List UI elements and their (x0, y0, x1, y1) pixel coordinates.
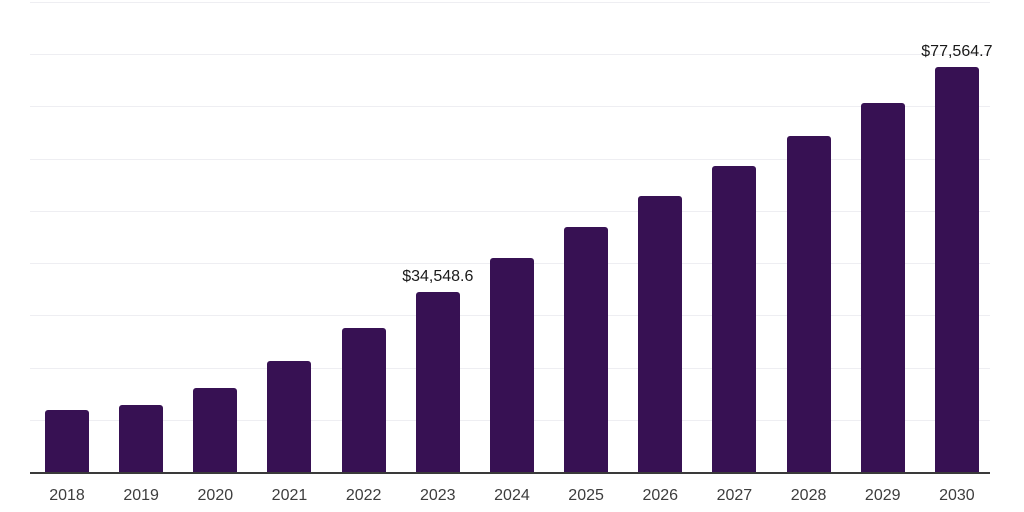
bar-2030: $77,564.7 (921, 43, 992, 472)
bar-2024 (489, 258, 534, 472)
bar-column-2027 (712, 2, 757, 472)
bar-column-2028 (786, 2, 831, 472)
bar-2025 (564, 226, 609, 472)
x-axis-label-2030: 2030 (939, 487, 975, 504)
x-axis-label-2024: 2024 (494, 487, 530, 504)
bar-2022 (341, 328, 386, 472)
gridline (30, 54, 990, 56)
x-axis-label-2028: 2028 (790, 487, 827, 504)
x-axis-label-2029: 2029 (864, 487, 901, 504)
bar-column-2023: $34,548.6 (402, 2, 473, 472)
x-axis-label-2026: 2026 (642, 487, 679, 504)
bar-column-2030: $77,564.7 (921, 2, 992, 472)
x-axis-label-2025: 2025 (568, 487, 604, 504)
bar-2026 (638, 196, 683, 472)
bar-2019 (119, 404, 164, 472)
x-axis-label-2021: 2021 (271, 487, 308, 504)
bar-2021 (267, 361, 312, 472)
plot-area: $34,548.6 $77,564.7 (30, 2, 992, 474)
x-axis-label-2022: 2022 (345, 487, 382, 504)
bar-chart: $34,548.6 $77,564.7 2018 2019 2020 2021 2022 2… (30, 2, 992, 505)
bar-column-2026 (638, 2, 683, 472)
bar-column-2025 (564, 2, 609, 472)
x-axis-label-2019: 2019 (123, 487, 159, 504)
gridline (30, 210, 990, 212)
bar-2027 (712, 165, 757, 472)
x-axis-label-2023: 2023 (419, 487, 456, 504)
x-axis-labels: 2018 2019 2020 2021 2022 2023 2024 2025 2026 2027… (30, 487, 990, 505)
bar-2018 (45, 409, 89, 472)
bar-column-2024 (489, 2, 534, 472)
bar-column-2029 (860, 2, 905, 472)
bar-2020 (193, 388, 238, 472)
gridline (30, 106, 990, 108)
bar-column-2021 (267, 2, 312, 472)
bar-value-label-2030: $77,564.7 (921, 42, 993, 60)
bars-row: $34,548.6 $77,564.7 (30, 2, 992, 472)
bar-column-2018 (45, 2, 89, 472)
bar-column-2022 (341, 2, 386, 472)
gridline (30, 2, 990, 3)
bar-2023: $34,548.6 (402, 268, 473, 472)
bar-2028 (786, 135, 831, 472)
bar-column-2019 (119, 2, 164, 472)
gridline (30, 158, 990, 160)
x-axis-label-2027: 2027 (716, 487, 753, 504)
bar-column-2020 (193, 2, 238, 472)
x-axis-label-2020: 2020 (197, 487, 234, 504)
x-axis-label-2018: 2018 (49, 487, 85, 504)
bar-2029 (860, 103, 905, 472)
bar-value-label-2023: $34,548.6 (402, 267, 474, 285)
